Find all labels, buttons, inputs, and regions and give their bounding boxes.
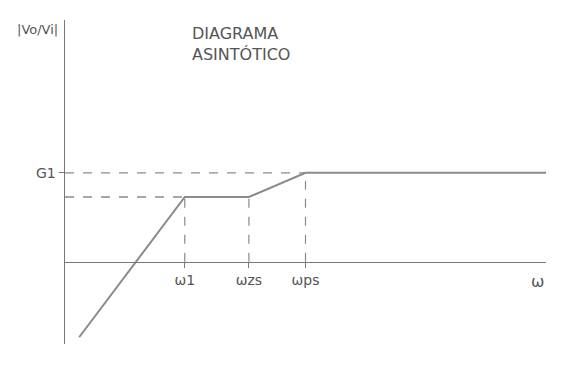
svg-text:ωps: ωps bbox=[292, 272, 320, 288]
svg-text:ω1: ω1 bbox=[174, 272, 195, 288]
svg-text:DIAGRAMAASINTÓTICO: DIAGRAMAASINTÓTICO bbox=[192, 24, 290, 64]
svg-text:ωzs: ωzs bbox=[236, 272, 262, 288]
svg-text:G1: G1 bbox=[36, 165, 56, 181]
svg-text:ω: ω bbox=[531, 272, 544, 291]
svg-text:|Vo/Vi|: |Vo/Vi| bbox=[17, 22, 58, 37]
